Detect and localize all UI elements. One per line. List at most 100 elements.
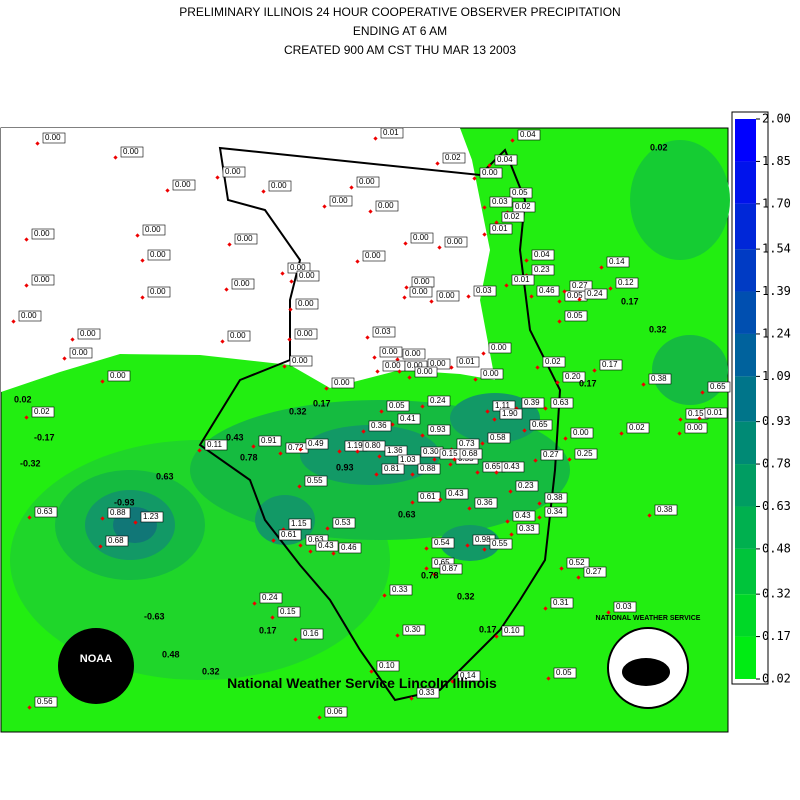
contour-label: 0.43 [226, 432, 244, 442]
station-box [531, 249, 555, 261]
station-value: 0.05 [567, 311, 583, 320]
station-box [402, 348, 426, 360]
contour-label: 0.93 [336, 462, 354, 472]
station-box [427, 395, 451, 407]
contour-zone [300, 425, 440, 485]
station-box [615, 277, 639, 289]
station-value: 0.01 [383, 128, 399, 137]
station-value: 0.33 [392, 585, 408, 594]
station-value: 0.01 [492, 224, 508, 233]
station-marker [537, 501, 542, 506]
station-box [368, 420, 392, 432]
station-box [457, 670, 481, 682]
station-value: 0.63 [37, 507, 53, 516]
station-value: 0.00 [290, 263, 306, 272]
station-box [494, 154, 518, 166]
station-marker [522, 428, 527, 433]
station-value: 0.65 [434, 558, 450, 567]
legend-label: 1.54 [762, 242, 791, 256]
station-box [259, 592, 283, 604]
station-marker [567, 457, 572, 462]
station-marker [482, 205, 487, 210]
legend-label: 1.39 [762, 284, 791, 298]
station-marker [494, 470, 499, 475]
station-value: 0.55 [492, 539, 508, 548]
station-value: 0.04 [497, 155, 513, 164]
station-marker [382, 593, 387, 598]
legend-swatch [735, 119, 756, 162]
station-marker [377, 454, 382, 459]
station-box [147, 249, 171, 261]
station-box [324, 706, 348, 718]
contour-label: 0.78 [240, 452, 258, 462]
station-box [410, 232, 434, 244]
station-value: 0.88 [110, 508, 126, 517]
station-marker [298, 543, 303, 548]
station-box [107, 507, 131, 519]
station-marker [473, 377, 478, 382]
station-value: 0.00 [385, 361, 401, 370]
station-value: 0.43 [504, 462, 520, 471]
station-box [531, 264, 555, 276]
station-marker [395, 633, 400, 638]
credit: National Weather Service Lincoln Illinoi… [227, 675, 497, 691]
station-box [31, 274, 55, 286]
station-marker [438, 497, 443, 502]
station-value: 0.34 [547, 507, 563, 516]
legend-swatch [735, 249, 756, 292]
station-marker [297, 484, 302, 489]
station-value: 0.00 [21, 311, 37, 320]
station-marker [452, 457, 457, 462]
station-box [544, 492, 568, 504]
station-value: 0.15 [688, 409, 704, 418]
station-box [684, 422, 708, 434]
legend-label: 2.00 [762, 112, 791, 126]
station-box [278, 529, 302, 541]
station-marker [592, 368, 597, 373]
station-box [379, 346, 403, 358]
station-value: 0.14 [460, 671, 476, 680]
station-box [473, 285, 497, 297]
station-box [648, 373, 672, 385]
station-value: 0.00 [414, 277, 430, 286]
station-value: 0.17 [602, 360, 618, 369]
station-box [654, 504, 678, 516]
station-box [381, 463, 405, 475]
station-value: 0.80 [365, 441, 381, 450]
station-box [511, 274, 535, 286]
station-box [544, 506, 568, 518]
station-value: 0.53 [335, 518, 351, 527]
station-marker [409, 696, 414, 701]
station-marker [165, 188, 170, 193]
station-value: 0.38 [657, 505, 673, 514]
station-value: 0.02 [445, 153, 461, 162]
station-marker [577, 297, 582, 302]
station-value: 0.43 [318, 541, 334, 550]
station-marker [402, 295, 407, 300]
station-value: 0.00 [297, 329, 313, 338]
station-value: 0.46 [539, 286, 555, 295]
station-marker [24, 237, 29, 242]
station-box [574, 448, 598, 460]
station-value: 0.30 [423, 447, 439, 456]
legend-swatch [735, 291, 756, 334]
station-marker [420, 404, 425, 409]
station-box [31, 228, 55, 240]
station-value: 0.43 [448, 489, 464, 498]
station-box [564, 310, 588, 322]
station-box [417, 463, 441, 475]
station-value: 0.46 [341, 543, 357, 552]
station-value: 0.14 [609, 257, 625, 266]
station-box [707, 381, 731, 393]
station-box [489, 538, 513, 550]
station-marker [466, 294, 471, 299]
dry-area [1, 128, 495, 392]
station-value: 0.00 [145, 225, 161, 234]
station-value: 0.54 [434, 538, 450, 547]
station-value: 0.93 [430, 425, 446, 434]
station-box [442, 152, 466, 164]
station-marker [647, 513, 652, 518]
station-value: 0.98 [475, 535, 491, 544]
station-value: 0.00 [334, 378, 350, 387]
station-marker [337, 449, 342, 454]
